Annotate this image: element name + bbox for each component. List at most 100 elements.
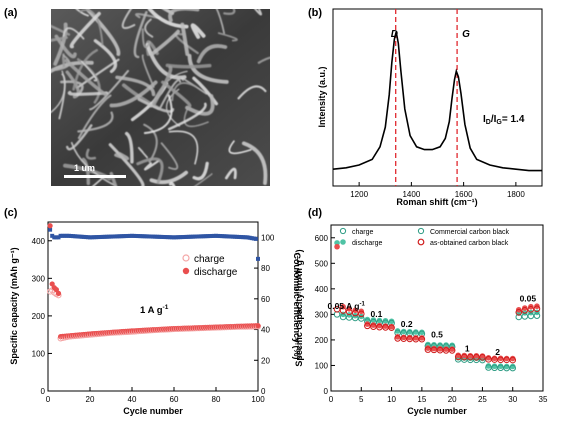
nanofiber <box>133 11 148 59</box>
nanofiber <box>241 141 268 186</box>
nanofiber <box>93 39 117 74</box>
sem-image: 1 um <box>51 9 270 186</box>
nanofiber <box>114 151 130 161</box>
efficiency-point <box>161 234 166 239</box>
rate-point <box>479 353 486 361</box>
nanofiber <box>185 94 215 116</box>
nanofiber <box>85 9 121 56</box>
efficiency-point <box>69 233 74 238</box>
nanofiber <box>168 130 199 165</box>
nanofiber <box>183 108 209 128</box>
efficiency-point <box>155 234 160 239</box>
efficiency-point <box>92 235 97 240</box>
legend-charge-label: charge <box>194 254 225 265</box>
efficiency-point <box>148 234 153 239</box>
efficiency-point <box>251 236 256 241</box>
efficiency-point <box>226 234 231 239</box>
efficiency-point <box>140 234 145 239</box>
g-band-label: G <box>462 29 470 40</box>
nanofiber <box>228 140 252 155</box>
legend-obtained-label: as-obtained carbon black <box>430 240 509 247</box>
efficiency-point <box>220 234 225 239</box>
raman-plot-frame <box>332 8 543 187</box>
cycling-ytick-right-label: 0 <box>261 387 266 396</box>
nanofiber <box>217 32 238 42</box>
efficiency-point <box>182 234 187 239</box>
nanofiber <box>215 9 226 35</box>
efficiency-point <box>199 234 204 239</box>
efficiency-point <box>195 234 200 239</box>
nanofiber <box>121 9 136 30</box>
efficiency-point <box>218 234 223 239</box>
nanofiber <box>152 65 173 106</box>
nanofiber <box>187 53 229 84</box>
panel-label-a: (a) <box>4 7 18 19</box>
legend-commercial-label: Commercial carbon black <box>430 229 509 236</box>
nanofiber <box>67 90 109 96</box>
efficiency-point <box>109 234 113 239</box>
efficiency-point <box>216 233 221 238</box>
rate-step-label: 1 <box>465 343 470 353</box>
nanofiber <box>196 44 228 64</box>
nanofiber <box>109 80 158 108</box>
efficiency-point <box>167 235 172 240</box>
rate-xtick-label: 35 <box>539 395 548 404</box>
cycling-rate-label: 1 A g-1 <box>140 304 169 316</box>
nanofiber <box>141 28 151 49</box>
cycling-xtick-label: 60 <box>170 395 179 404</box>
cycling-ytick-label: 300 <box>32 274 46 283</box>
efficiency-point <box>157 234 162 239</box>
raman-xlabel: Roman shift (cm⁻¹) <box>396 197 477 207</box>
nanofiber <box>77 94 112 139</box>
rate-xtick-label: 30 <box>508 395 517 404</box>
nanofiber <box>61 53 66 69</box>
rate-point <box>521 306 529 314</box>
efficiency-point <box>85 235 90 240</box>
efficiency-point <box>209 233 214 238</box>
efficiency-point <box>249 236 254 241</box>
efficiency-point <box>253 236 258 241</box>
nanofiber <box>237 85 267 100</box>
efficiency-point <box>117 234 122 239</box>
panel-label-c: (c) <box>4 207 18 219</box>
discharge-point <box>255 323 261 329</box>
nanofiber <box>223 9 236 15</box>
discharge-point <box>47 223 53 229</box>
efficiency-point <box>115 234 120 239</box>
efficiency-point <box>130 233 134 238</box>
nanofiber <box>144 18 154 38</box>
rate-point <box>376 317 383 324</box>
nanofiber <box>53 22 68 66</box>
cycling-xtick-label: 40 <box>128 395 137 404</box>
cycling-xtick-label: 100 <box>251 395 265 404</box>
efficiency-point <box>144 234 149 239</box>
nanofiber <box>51 36 68 42</box>
rate-point <box>339 307 347 314</box>
efficiency-point <box>64 233 69 238</box>
rate-point <box>364 321 371 327</box>
efficiency-point <box>56 235 61 240</box>
efficiency-point <box>90 235 95 240</box>
cycling-ytick-label: 400 <box>32 237 46 246</box>
efficiency-point <box>193 234 197 239</box>
efficiency-point <box>60 233 65 238</box>
efficiency-point <box>232 234 237 239</box>
intensity-ratio-label: ID/IG= 1.4 <box>483 114 525 126</box>
cycling-xtick-label: 80 <box>212 395 221 404</box>
nanofiber <box>141 54 155 88</box>
efficiency-point <box>151 234 155 239</box>
nanofiber <box>193 173 213 186</box>
efficiency-point <box>197 234 202 239</box>
efficiency-point <box>125 233 130 238</box>
rate-xlabel: Cycle number <box>407 406 467 416</box>
cycling-ytick-right-label: 20 <box>261 356 270 365</box>
rate-ytick-label: 0 <box>324 387 329 396</box>
efficiency-point <box>54 235 59 240</box>
rate-point <box>388 318 395 325</box>
efficiency-point <box>174 235 179 240</box>
rate-point <box>334 243 340 250</box>
efficiency-point <box>136 234 141 239</box>
efficiency-point <box>146 234 151 239</box>
raman-xtick-label: 1600 <box>455 190 473 199</box>
